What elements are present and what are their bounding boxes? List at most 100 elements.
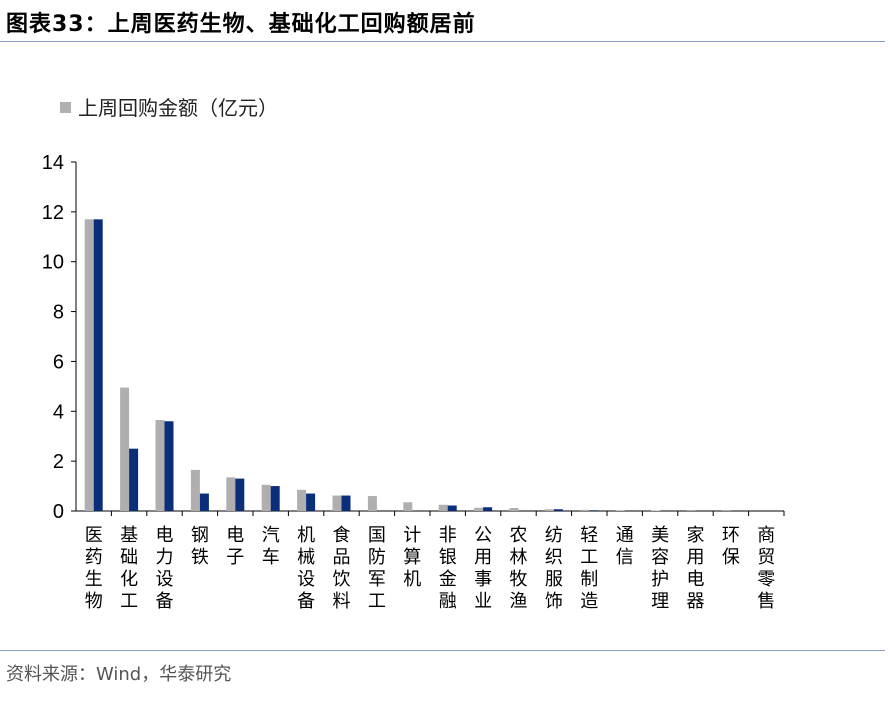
x-tick-label: 设 [297,569,315,590]
y-tick-label: 4 [53,401,64,423]
x-tick-label: 牧 [510,569,528,590]
x-tick-label: 饮 [333,569,351,590]
x-tick-label: 美 [651,525,669,546]
x-tick-label: 基 [120,525,138,546]
x-tick-label: 药 [85,547,103,568]
x-tick-label: 售 [757,591,775,612]
bar [93,219,103,512]
bar [332,495,342,511]
bar [483,507,493,511]
bar [341,495,351,511]
x-tick-label: 非 [439,525,457,546]
x-tick-label: 化 [120,569,138,590]
x-tick-label: 环 [722,525,740,546]
x-tick-label: 金 [439,569,457,590]
bar [226,477,236,511]
x-tick-label: 容 [651,547,669,568]
x-tick-label: 电 [226,525,244,546]
bar [438,504,448,511]
x-tick-label: 料 [333,591,351,612]
figure-title: 图表33：上周医药生物、基础化工回购额居前 [6,6,476,38]
x-tick-label: 防 [368,547,386,568]
x-tick-label: 林 [510,547,528,568]
x-tick-label: 造 [580,591,598,612]
header-divider [0,41,885,42]
x-tick-label: 用 [474,547,492,568]
x-tick-label: 理 [651,591,669,612]
bar [190,469,200,511]
bar [447,505,457,511]
y-tick-label: 6 [53,351,64,373]
x-tick-label: 器 [687,591,705,612]
x-tick-label: 机 [403,569,421,590]
x-tick-label: 织 [545,547,563,568]
x-tick-label: 算 [403,547,421,568]
x-tick-label: 子 [226,547,244,568]
x-tick-label: 国 [368,525,386,546]
x-tick-label: 电 [156,525,174,546]
x-tick-label: 础 [120,547,138,568]
x-tick-label: 备 [156,591,174,612]
bar [589,510,599,511]
bar [580,509,590,511]
x-tick-label: 钢 [191,525,209,546]
x-tick-label: 公 [474,525,492,546]
x-tick-label: 银 [439,547,457,568]
bar [235,478,245,511]
x-tick-label: 备 [297,591,315,612]
x-tick-label: 物 [85,591,103,612]
x-tick-label: 渔 [510,591,528,612]
bar [367,496,377,511]
bar [199,493,209,511]
bar [306,493,316,511]
x-tick-label: 铁 [191,547,209,568]
y-tick-label: 0 [53,501,64,523]
y-tick-label: 2 [53,451,64,473]
bar [297,489,307,511]
x-tick-label: 设 [156,569,174,590]
x-tick-label: 服 [545,569,563,590]
bar [509,508,519,511]
x-tick-label: 用 [687,547,705,568]
bar [403,502,413,511]
x-tick-label: 制 [580,569,598,590]
y-tick-label: 10 [42,252,64,274]
x-tick-label: 生 [85,569,103,590]
bar [544,509,554,511]
x-tick-label: 械 [297,547,315,568]
y-tick-label: 8 [53,302,64,324]
bar-chart: 上周回购金额（亿元）02468101214医药生物基础化工电力设备钢铁电子汽车机… [42,96,785,612]
x-tick-label: 贸 [757,547,775,568]
x-tick-label: 通 [616,525,634,546]
x-tick-label: 事 [474,569,492,590]
x-tick-label: 机 [297,525,315,546]
x-tick-label: 保 [722,547,740,568]
x-tick-label: 业 [474,591,492,612]
y-tick-label: 12 [42,202,64,224]
bar [155,420,165,511]
x-tick-label: 车 [262,547,280,568]
bar [615,510,625,511]
x-tick-label: 食 [333,525,351,546]
x-tick-label: 商 [757,525,775,546]
x-tick-label: 工 [580,547,598,568]
source-note: 资料来源：Wind，华泰研究 [6,664,232,685]
x-tick-label: 农 [510,525,528,546]
bar [261,484,271,511]
x-tick-label: 信 [616,547,634,568]
x-tick-label: 汽 [262,525,280,546]
x-tick-label: 护 [651,569,669,590]
x-tick-label: 纺 [545,525,563,546]
footer-divider [0,650,885,651]
bar [474,507,484,511]
x-tick-label: 军 [368,569,386,590]
x-tick-label: 工 [368,591,386,612]
x-tick-label: 融 [439,591,457,612]
x-tick-label: 工 [120,591,138,612]
x-tick-label: 力 [156,547,174,568]
bar [129,448,139,511]
x-tick-label: 电 [687,569,705,590]
figure-title-text: 上周医药生物、基础化工回购额居前 [107,12,476,37]
legend-swatch [60,102,71,113]
x-tick-label: 家 [687,525,705,546]
